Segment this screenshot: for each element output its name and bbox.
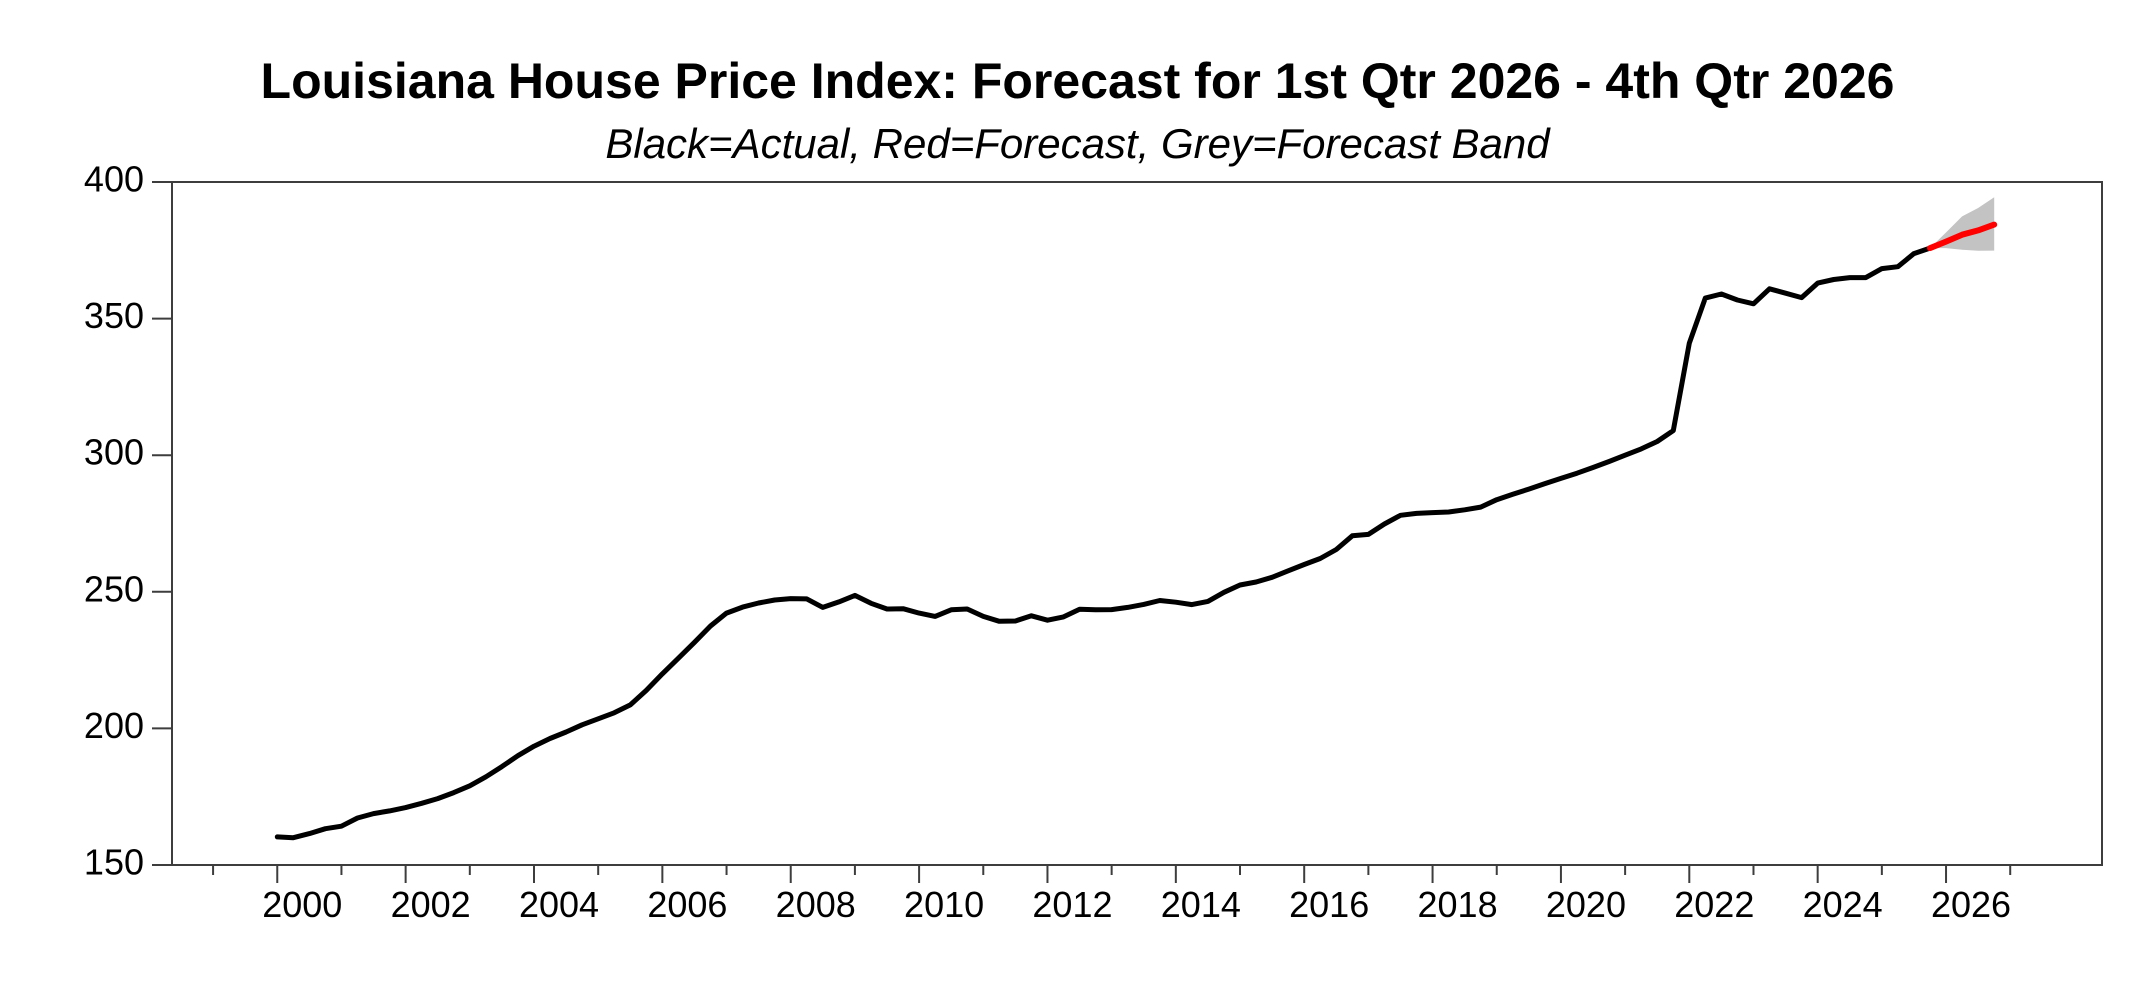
y-tick-label: 200 bbox=[84, 705, 144, 746]
x-tick-label: 2008 bbox=[776, 884, 856, 925]
x-tick-label: 2024 bbox=[1803, 884, 1883, 925]
y-tick-label: 350 bbox=[84, 295, 144, 336]
x-tick-label: 2002 bbox=[391, 884, 471, 925]
x-tick-label: 2010 bbox=[904, 884, 984, 925]
y-tick-label: 300 bbox=[84, 432, 144, 473]
y-tick-label: 150 bbox=[84, 842, 144, 883]
y-tick-label: 400 bbox=[84, 159, 144, 200]
x-tick-label: 2012 bbox=[1032, 884, 1112, 925]
forecast-line bbox=[1927, 221, 1998, 252]
chart-title: Louisiana House Price Index: Forecast fo… bbox=[260, 53, 1895, 109]
plot-border bbox=[171, 181, 2103, 866]
x-tick-label: 2014 bbox=[1161, 884, 1241, 925]
x-tick-label: 2016 bbox=[1289, 884, 1369, 925]
forecast-band bbox=[1930, 197, 1995, 251]
x-tick-label: 2022 bbox=[1674, 884, 1754, 925]
x-tick-label: 2004 bbox=[519, 884, 599, 925]
x-tick-label: 2006 bbox=[647, 884, 727, 925]
chart-subtitle: Black=Actual, Red=Forecast, Grey=Forecas… bbox=[605, 120, 1550, 167]
x-tick-label: 2000 bbox=[262, 884, 342, 925]
x-tick-label: 2018 bbox=[1418, 884, 1498, 925]
actual-line bbox=[274, 245, 1933, 841]
x-tick-label: 2026 bbox=[1931, 884, 2011, 925]
y-tick-label: 250 bbox=[84, 568, 144, 609]
x-tick-label: 2020 bbox=[1546, 884, 1626, 925]
